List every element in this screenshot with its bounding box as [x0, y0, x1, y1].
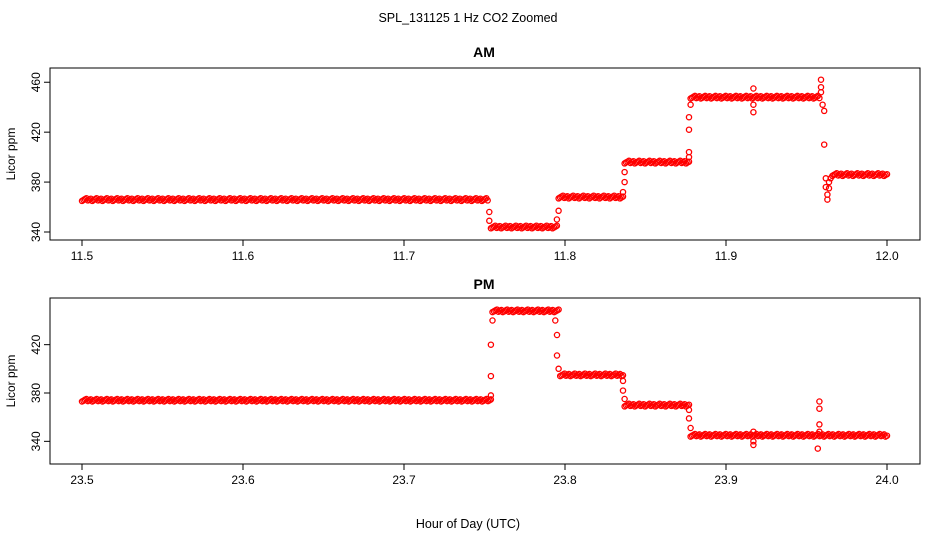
panel-pm-x-axis: 23.5 23.6 23.7 23.8 23.9 24.0: [70, 463, 899, 487]
data-point: [822, 183, 830, 191]
data-point: [484, 197, 491, 204]
data-point: [619, 377, 627, 385]
data-point: [825, 178, 833, 186]
data-point: [685, 113, 693, 121]
data-point: [685, 406, 693, 414]
y-tick-label: 420: [29, 334, 43, 354]
data-point: [825, 185, 833, 192]
panel-am-title: AM: [473, 44, 495, 60]
data-point: [487, 341, 495, 348]
y-tick-label: 420: [29, 122, 43, 142]
data-point: [553, 222, 561, 229]
data-point: [619, 193, 627, 200]
panel-am-x-axis: 11.5 11.6 11.7 11.8 11.9 12.0: [71, 239, 899, 263]
x-tick-label: 23.8: [553, 473, 577, 487]
data-point: [685, 126, 693, 133]
data-point: [685, 415, 693, 422]
panel-am-y-label: Licor ppm: [4, 128, 18, 181]
data-point: [817, 88, 825, 96]
x-tick-label: 11.9: [715, 249, 738, 263]
y-tick-label: 340: [29, 222, 43, 242]
data-point: [819, 101, 826, 108]
data-point: [621, 178, 628, 186]
data-point: [621, 168, 628, 176]
panel-pm: PM 23.5 23.6 23.7 23.8 23.9 24.0 340 380 420 Li…: [4, 276, 921, 487]
data-point: [621, 395, 628, 403]
x-tick-label: 23.6: [231, 473, 255, 487]
data-point: [750, 101, 757, 108]
panel-pm-y-label: Licor ppm: [4, 355, 18, 408]
data-point: [486, 208, 493, 216]
data-point: [750, 85, 757, 92]
data-point: [816, 421, 823, 428]
data-point: [816, 398, 823, 405]
data-point: [687, 101, 694, 108]
data-point: [552, 317, 559, 324]
panel-am-y-axis: 340 380 420 460: [29, 72, 51, 242]
panel-am: AM 11.5 11.6 11.7 11.8 11.9 12.0 340 380 420 460…: [4, 44, 921, 263]
data-point: [687, 424, 694, 432]
panel-am-points: [78, 76, 891, 232]
figure-x-label: Hour of Day (UTC): [416, 517, 520, 531]
data-point: [883, 432, 891, 439]
panel-pm-points: [78, 306, 891, 452]
data-point: [619, 387, 627, 394]
y-tick-label: 380: [29, 383, 43, 403]
data-point: [750, 441, 757, 449]
data-point: [820, 141, 828, 148]
x-tick-label: 11.6: [232, 249, 255, 263]
data-point: [883, 170, 891, 178]
data-point: [487, 372, 495, 380]
data-point: [827, 175, 834, 182]
panel-pm-title: PM: [474, 276, 495, 292]
data-point: [487, 392, 495, 399]
x-tick-label: 23.7: [392, 473, 416, 487]
figure-title: SPL_131125 1 Hz CO2 Zoomed: [378, 11, 557, 25]
x-tick-label: 11.5: [71, 249, 94, 263]
x-tick-label: 23.5: [70, 473, 94, 487]
data-point: [820, 107, 828, 115]
data-point: [553, 352, 561, 359]
data-point: [814, 445, 822, 452]
data-point: [816, 428, 823, 435]
data-point: [817, 76, 825, 83]
data-point: [816, 94, 823, 102]
data-point: [487, 396, 495, 403]
data-point: [824, 196, 831, 203]
data-point: [555, 306, 562, 313]
data-point: [553, 331, 561, 339]
y-tick-label: 460: [29, 72, 43, 92]
data-point: [555, 207, 562, 215]
data-point: [750, 428, 757, 435]
panel-pm-y-axis: 340 380 420: [29, 334, 51, 451]
data-point: [750, 438, 757, 445]
x-tick-label: 11.8: [554, 249, 577, 263]
data-point: [553, 216, 561, 223]
data-point: [555, 365, 562, 373]
data-point: [619, 188, 627, 196]
data-point: [685, 148, 693, 156]
x-tick-label: 24.0: [875, 473, 899, 487]
data-point: [489, 317, 496, 324]
data-point: [816, 405, 823, 412]
x-tick-label: 23.9: [714, 473, 738, 487]
data-point: [486, 217, 493, 225]
x-tick-label: 11.7: [393, 249, 416, 263]
x-tick-label: 12.0: [875, 249, 899, 263]
y-tick-label: 380: [29, 172, 43, 192]
data-point: [750, 108, 757, 116]
y-tick-label: 340: [29, 431, 43, 451]
